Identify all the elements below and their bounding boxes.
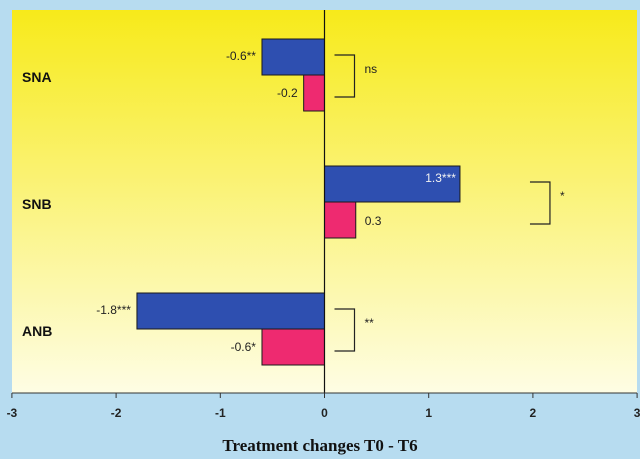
bar-anb-series2: [261, 328, 326, 366]
category-label-anb: ANB: [22, 323, 52, 339]
x-tick-label--2: -2: [111, 406, 122, 420]
x-tick-label-3: 3: [634, 406, 640, 420]
data-label-snb-series1: 1.3***: [425, 171, 456, 185]
data-label-snb-series2: 0.3: [365, 214, 382, 228]
significance-bracket-sna: [334, 54, 356, 98]
bar-snb-series1: [324, 165, 461, 203]
significance-label-snb: *: [560, 189, 565, 203]
data-label-anb-series2: -0.6*: [231, 340, 257, 354]
x-tick-label-1: 1: [425, 406, 432, 420]
significance-bracket-snb: [529, 181, 551, 225]
significance-bracket-anb: [334, 308, 356, 352]
category-label-snb: SNB: [22, 196, 52, 212]
x-tick-label-2: 2: [530, 406, 537, 420]
x-tick-label--1: -1: [215, 406, 226, 420]
bar-sna-series1: [261, 38, 326, 76]
significance-label-anb: **: [365, 316, 375, 330]
data-label-sna-series2: -0.2: [277, 86, 298, 100]
bar-sna-series2: [303, 74, 326, 112]
data-label-sna-series1: -0.6**: [226, 49, 256, 63]
category-label-sna: SNA: [22, 69, 52, 85]
bar-anb-series1: [136, 292, 325, 330]
data-label-anb-series1: -1.8***: [96, 303, 131, 317]
bar-snb-series2: [324, 201, 357, 239]
x-axis-title: Treatment changes T0 - T6: [222, 436, 418, 455]
x-tick-label-0: 0: [321, 406, 328, 420]
x-tick-label--3: -3: [7, 406, 18, 420]
significance-label-sna: ns: [365, 62, 378, 76]
